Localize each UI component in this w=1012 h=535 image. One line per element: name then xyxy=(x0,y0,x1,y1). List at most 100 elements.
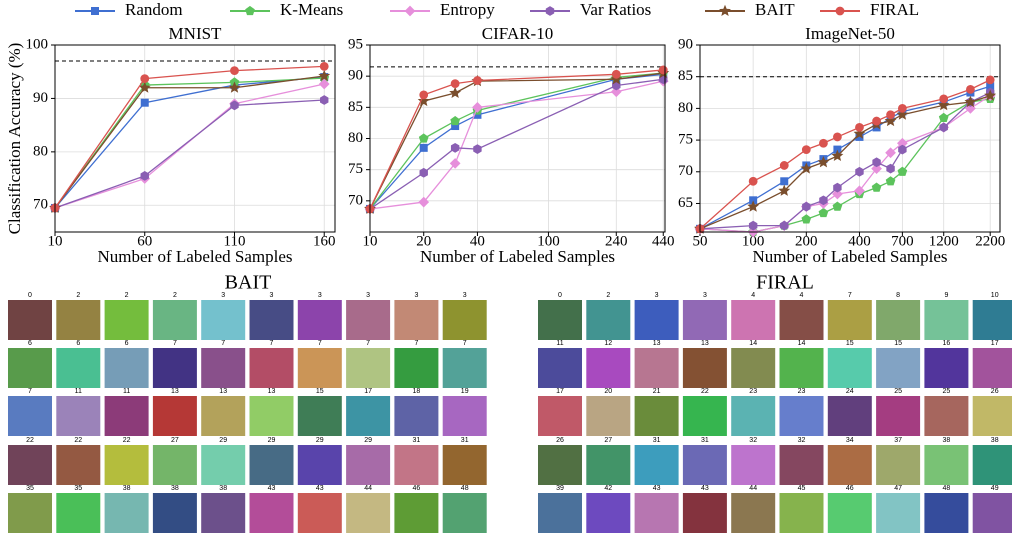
thumbnail xyxy=(105,396,149,436)
y-tick-label: 65 xyxy=(678,195,693,211)
image-label: 22 xyxy=(701,388,709,395)
image-label: 3 xyxy=(703,292,707,299)
legend-label: Var Ratios xyxy=(580,0,651,19)
thumbnail xyxy=(394,493,438,533)
thumbnail xyxy=(298,300,342,340)
point xyxy=(887,111,895,119)
point xyxy=(780,221,788,230)
image-label: 23 xyxy=(749,388,757,395)
thumbnail xyxy=(731,348,775,388)
thumbnail xyxy=(538,300,582,340)
x-axis-label: Number of Labeled Samples xyxy=(753,247,948,266)
thumbnail xyxy=(8,348,52,388)
thumbnail xyxy=(250,445,294,485)
image-label: 22 xyxy=(123,437,131,444)
y-tick-label: 80 xyxy=(348,130,363,146)
point xyxy=(451,80,459,88)
point xyxy=(141,75,149,83)
point xyxy=(872,183,881,191)
image-label: 22 xyxy=(74,437,82,444)
thumbnail xyxy=(443,396,487,436)
series-line xyxy=(370,81,663,209)
thumbnail xyxy=(731,396,775,436)
image-label: 49 xyxy=(991,485,999,492)
image-label: 31 xyxy=(701,437,709,444)
legend-marker xyxy=(546,7,554,16)
legend-marker xyxy=(246,6,255,14)
point xyxy=(450,88,460,97)
image-label: 46 xyxy=(846,485,854,492)
image-label: 11 xyxy=(556,340,563,347)
thumbnail xyxy=(635,300,679,340)
thumbnail xyxy=(443,300,487,340)
thumbnail xyxy=(250,493,294,533)
point xyxy=(898,104,906,112)
point xyxy=(474,145,482,154)
image-label: 7 xyxy=(848,292,852,299)
thumbnail xyxy=(683,493,727,533)
thumbnail xyxy=(346,445,390,485)
image-label: 13 xyxy=(653,340,661,347)
image-label: 4 xyxy=(751,292,755,299)
legend-label: FIRAL xyxy=(870,0,919,19)
point xyxy=(940,123,948,132)
image-label: 29 xyxy=(316,437,324,444)
thumbnail xyxy=(443,493,487,533)
x-tick-label: 50 xyxy=(693,233,708,249)
legend-marker xyxy=(91,7,98,14)
thumbnail xyxy=(635,396,679,436)
legend-marker xyxy=(720,6,730,15)
image-label: 29 xyxy=(364,437,372,444)
y-tick-label: 85 xyxy=(678,68,693,84)
thumbnail xyxy=(201,348,245,388)
thumbnail xyxy=(586,396,630,436)
series-line xyxy=(370,74,663,209)
chart-title: MNIST xyxy=(169,24,223,43)
point xyxy=(141,99,148,106)
image-label: 3 xyxy=(270,292,274,299)
image-label: 38 xyxy=(171,485,179,492)
thumbnail xyxy=(298,348,342,388)
thumbnail xyxy=(443,445,487,485)
point xyxy=(819,208,828,216)
image-label: 35 xyxy=(74,485,82,492)
thumbnail xyxy=(153,396,197,436)
thumbnail xyxy=(153,445,197,485)
thumbnail xyxy=(876,396,920,436)
image-label: 15 xyxy=(316,388,324,395)
thumbnail xyxy=(394,300,438,340)
thumbnail xyxy=(56,445,100,485)
image-label: 4 xyxy=(800,292,804,299)
image-label: 31 xyxy=(461,437,469,444)
thumbnail xyxy=(201,493,245,533)
image-label: 14 xyxy=(749,340,757,347)
y-tick-label: 75 xyxy=(348,161,363,177)
thumbnail xyxy=(635,445,679,485)
image-label: 25 xyxy=(894,388,902,395)
thumbnail xyxy=(731,300,775,340)
image-label: 38 xyxy=(219,485,227,492)
image-label: 35 xyxy=(26,485,34,492)
x-tick-label: 2200 xyxy=(975,233,1005,249)
grid-title: BAIT xyxy=(225,272,272,294)
legend-label: Random xyxy=(125,0,183,19)
thumbnail xyxy=(538,396,582,436)
thumbnail xyxy=(876,348,920,388)
plot-frame xyxy=(55,45,335,232)
y-tick-label: 90 xyxy=(33,90,48,106)
image-label: 38 xyxy=(123,485,131,492)
image-label: 16 xyxy=(943,340,951,347)
image-label: 8 xyxy=(896,292,900,299)
image-label: 29 xyxy=(219,437,227,444)
image-label: 18 xyxy=(413,388,421,395)
image-label: 3 xyxy=(414,292,418,299)
image-label: 42 xyxy=(604,485,612,492)
image-label: 45 xyxy=(798,485,806,492)
image-label: 31 xyxy=(413,437,421,444)
image-label: 10 xyxy=(991,292,999,299)
thumbnail xyxy=(780,445,824,485)
thumbnail xyxy=(394,348,438,388)
point xyxy=(780,161,788,169)
point xyxy=(886,177,895,185)
image-label: 43 xyxy=(653,485,661,492)
